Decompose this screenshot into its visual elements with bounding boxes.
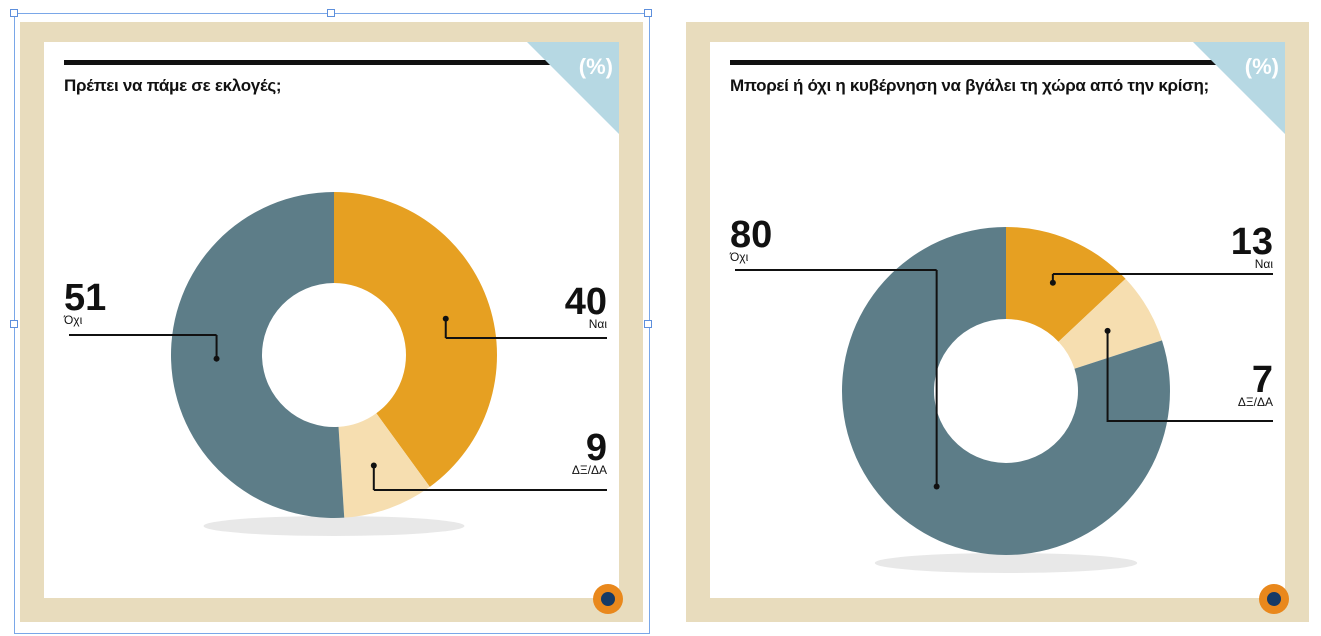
chart-card-elections: (%) Πρέπει να πάμε σε εκλογές; 40 Ναι 9 ΔΞ/… <box>20 22 643 622</box>
percent-badge: (%) <box>1244 54 1279 79</box>
data-label-name-1: ΔΞ/ΔΑ <box>572 463 607 477</box>
chart-title: Πρέπει να πάμε σε εκλογές; <box>64 76 282 95</box>
slice-1 <box>338 413 430 518</box>
data-label-name-2: Όχι <box>729 250 749 264</box>
data-label-name-0: Ναι <box>1255 257 1274 271</box>
data-label-name-0: Ναι <box>589 317 608 331</box>
resize-handle-left[interactable] <box>10 320 18 328</box>
brand-logo-icon <box>1259 584 1289 614</box>
slice-0 <box>1006 227 1126 342</box>
slice-0 <box>334 192 497 487</box>
donut-shadow <box>203 516 465 536</box>
resize-handle-top-right[interactable] <box>644 9 652 17</box>
percent-badge: (%) <box>578 54 613 79</box>
brand-logo-icon <box>593 584 623 614</box>
slice-2 <box>842 227 1170 555</box>
percent-corner-tab <box>527 42 619 134</box>
data-label-value-2: 51 <box>64 277 106 319</box>
data-label-name-1: ΔΞ/ΔΑ <box>1238 395 1273 409</box>
chart-card-government: (%) Μπορεί ή όχι η κυβέρνηση να βγάλει τ… <box>686 22 1309 622</box>
title-rule <box>64 60 564 65</box>
data-label-value-2: 80 <box>730 214 772 256</box>
donut-shadow <box>874 553 1138 573</box>
data-label-value-1: 7 <box>1252 359 1273 401</box>
resize-handle-right[interactable] <box>644 320 652 328</box>
leader-line-1 <box>1106 330 1273 422</box>
slice-1 <box>1058 278 1162 369</box>
slice-2 <box>170 192 345 518</box>
chart-title: Μπορεί ή όχι η κυβέρνηση να βγάλει τη χώ… <box>730 76 1209 95</box>
data-label-value-1: 9 <box>586 427 607 469</box>
title-rule <box>730 60 1230 65</box>
data-label-value-0: 40 <box>565 281 607 323</box>
resize-handle-top-left[interactable] <box>10 9 18 17</box>
chart-card-inner: (%) Πρέπει να πάμε σε εκλογές; 40 Ναι 9 ΔΞ/… <box>44 42 619 598</box>
data-label-value-0: 13 <box>1231 221 1273 263</box>
percent-corner-tab <box>1193 42 1285 134</box>
resize-handle-top[interactable] <box>327 9 335 17</box>
chart-card-inner: (%) Μπορεί ή όχι η κυβέρνηση να βγάλει τ… <box>710 42 1285 598</box>
data-label-name-2: Όχι <box>63 313 83 327</box>
